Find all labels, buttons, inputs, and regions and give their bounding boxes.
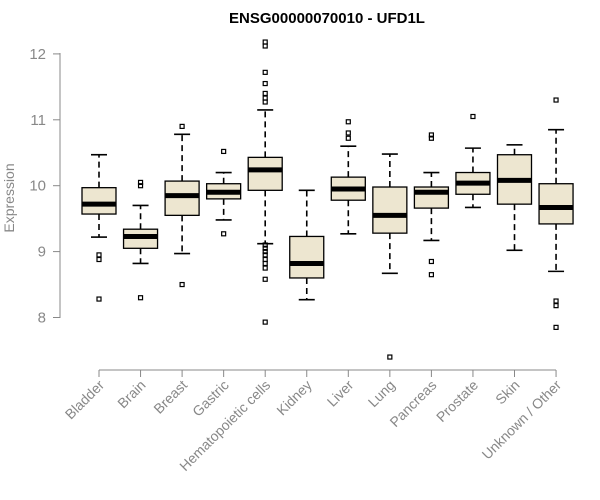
outlier-point xyxy=(262,242,268,248)
x-tick-label: Unknown / Other xyxy=(479,377,565,463)
x-tick-label: Skin xyxy=(492,377,523,408)
outlier-point xyxy=(221,231,227,237)
outlier-point xyxy=(553,298,559,304)
outlier-point xyxy=(345,135,351,141)
x-tick-label: Lung xyxy=(365,377,398,410)
outlier-point xyxy=(387,354,393,360)
iqr-box xyxy=(164,180,200,217)
y-tick-label: 8 xyxy=(38,310,46,327)
outlier-point xyxy=(262,80,268,87)
outlier-point xyxy=(428,272,434,278)
x-tick-label: Breast xyxy=(150,377,190,417)
y-tick-label: 11 xyxy=(30,112,46,129)
outlier-point xyxy=(262,252,268,258)
outlier-point xyxy=(221,148,227,155)
outlier-point xyxy=(428,132,434,138)
outlier-point xyxy=(428,258,434,265)
y-ticks: 8 9 10 11 12 xyxy=(29,46,60,327)
outlier-point xyxy=(262,90,268,97)
outlier-point xyxy=(262,276,268,282)
outlier-point xyxy=(137,179,144,186)
box-bladder xyxy=(81,153,117,302)
box-unknown-other xyxy=(538,97,574,330)
outlier-point xyxy=(262,245,268,251)
outlier-point xyxy=(137,295,144,301)
outlier-point xyxy=(553,303,559,309)
outlier-point xyxy=(428,135,434,141)
x-tick-label: Prostate xyxy=(433,377,481,425)
outlier-point xyxy=(179,281,185,288)
x-tick-label: Brain xyxy=(114,377,148,411)
iqr-box xyxy=(372,186,408,234)
y-tick-label: 10 xyxy=(29,178,46,195)
outlier-point xyxy=(179,123,185,129)
outlier-point xyxy=(96,256,102,263)
box-gastric xyxy=(205,148,242,237)
box-skin xyxy=(496,144,533,252)
box-brain xyxy=(122,179,159,301)
x-tick-label: Liver xyxy=(324,377,357,410)
outlier-point xyxy=(345,119,351,125)
box-liver xyxy=(330,119,366,235)
iqr-box xyxy=(81,187,117,215)
outlier-point xyxy=(262,260,268,267)
outlier-point xyxy=(262,319,268,325)
iqr-box xyxy=(247,156,283,191)
boxes xyxy=(81,39,574,360)
x-tick-label: Kidney xyxy=(273,377,315,419)
outlier-point xyxy=(553,324,559,330)
box-lung xyxy=(372,153,408,360)
y-tick-label: 9 xyxy=(38,244,46,261)
iqr-box xyxy=(289,235,325,279)
box-kidney xyxy=(289,189,325,301)
chart-title: ENSG00000070010 - UFD1L xyxy=(229,10,425,27)
outlier-point xyxy=(96,296,102,302)
outlier-point xyxy=(470,113,476,120)
box-hematopoietic-cells xyxy=(247,39,283,325)
outlier-point xyxy=(96,252,102,258)
outlier-point xyxy=(137,183,144,189)
outlier-point xyxy=(262,69,268,75)
y-axis-label: Expression xyxy=(1,163,17,232)
y-tick-label: 12 xyxy=(29,46,46,63)
outlier-point xyxy=(345,130,351,136)
outlier-point xyxy=(262,99,268,105)
outlier-point xyxy=(262,43,268,49)
box-breast xyxy=(164,123,200,288)
box-pancreas xyxy=(413,132,450,278)
box-prostate xyxy=(455,113,491,209)
outlier-point xyxy=(553,97,559,103)
outlier-point xyxy=(262,265,268,271)
x-tick-label: Bladder xyxy=(62,377,108,423)
iqr-box xyxy=(538,183,574,225)
outlier-point xyxy=(262,249,268,255)
